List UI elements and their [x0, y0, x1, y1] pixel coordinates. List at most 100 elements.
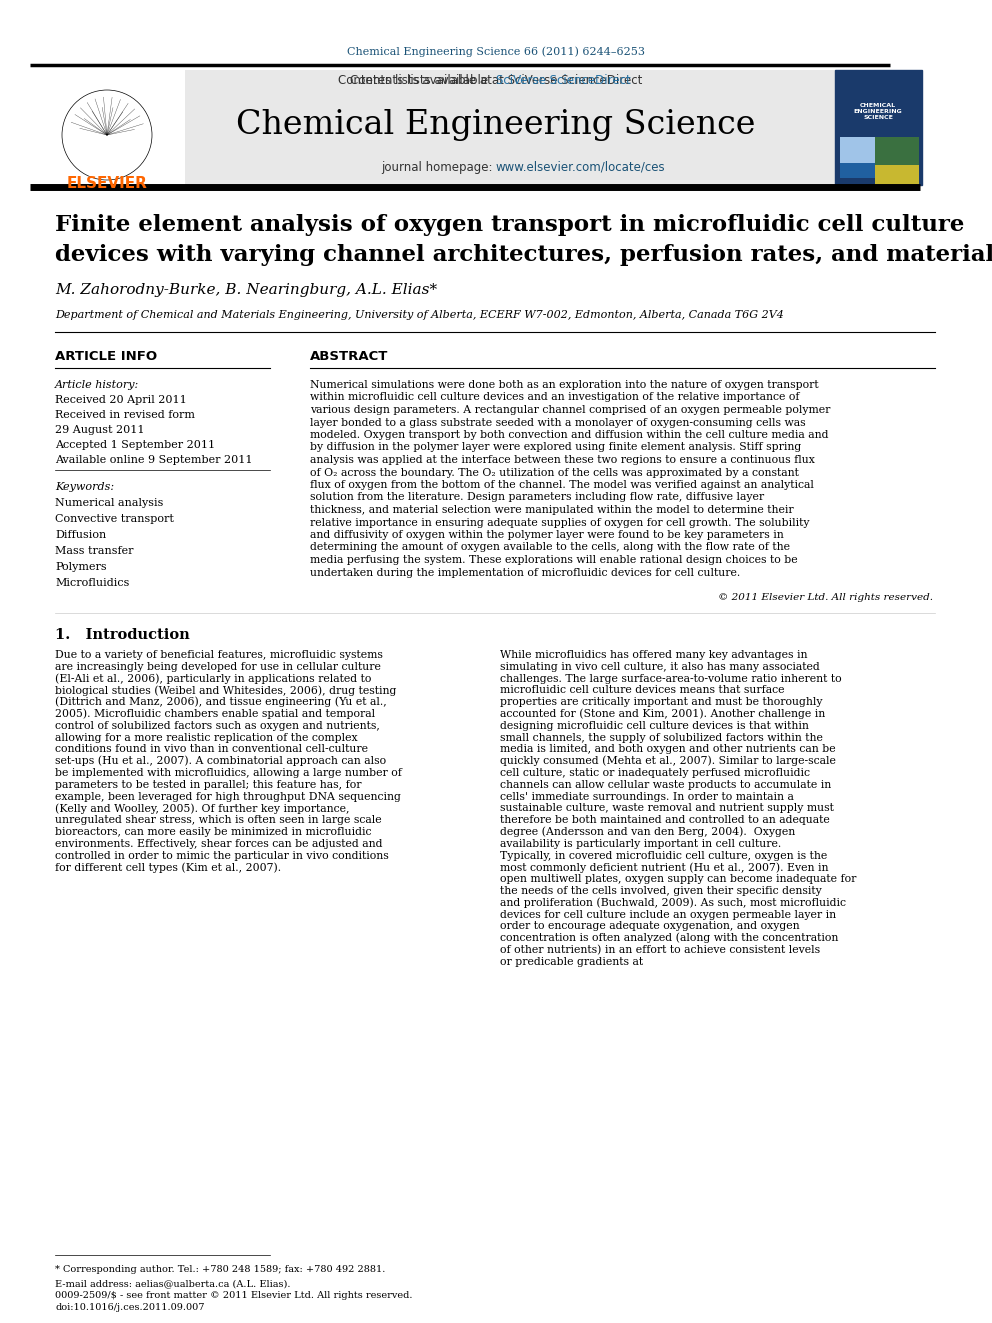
Text: by diffusion in the polymer layer were explored using finite element analysis. S: by diffusion in the polymer layer were e… [310, 442, 802, 452]
Text: for different cell types (Kim et al., 2007).: for different cell types (Kim et al., 20… [55, 863, 281, 873]
Text: Chemical Engineering Science 66 (2011) 6244–6253: Chemical Engineering Science 66 (2011) 6… [347, 46, 645, 57]
Text: ELSEVIER: ELSEVIER [66, 176, 148, 191]
Text: www.elsevier.com/locate/ces: www.elsevier.com/locate/ces [496, 160, 666, 173]
Text: control of solubilized factors such as oxygen and nutrients,: control of solubilized factors such as o… [55, 721, 380, 730]
Text: are increasingly being developed for use in cellular culture: are increasingly being developed for use… [55, 662, 381, 672]
Text: various design parameters. A rectangular channel comprised of an oxygen permeabl: various design parameters. A rectangular… [310, 405, 830, 415]
Text: Typically, in covered microfluidic cell culture, oxygen is the: Typically, in covered microfluidic cell … [500, 851, 827, 860]
Text: allowing for a more realistic replication of the complex: allowing for a more realistic replicatio… [55, 733, 358, 742]
Text: properties are critically important and must be thoroughly: properties are critically important and … [500, 697, 822, 708]
Text: example, been leveraged for high throughput DNA sequencing: example, been leveraged for high through… [55, 791, 401, 802]
Text: and proliferation (Buchwald, 2009). As such, most microfluidic: and proliferation (Buchwald, 2009). As s… [500, 897, 846, 908]
Text: analysis was applied at the interface between these two regions to ensure a cont: analysis was applied at the interface be… [310, 455, 814, 464]
Text: ARTICLE INFO: ARTICLE INFO [55, 351, 157, 364]
Text: simulating in vivo cell culture, it also has many associated: simulating in vivo cell culture, it also… [500, 662, 819, 672]
Bar [875, 138, 919, 165]
Text: relative importance in ensuring adequate supplies of oxygen for cell growth. The: relative importance in ensuring adequate… [310, 517, 809, 528]
Text: Microfluidics: Microfluidics [55, 578, 129, 587]
Text: conditions found in vivo than in conventional cell-culture: conditions found in vivo than in convent… [55, 745, 368, 754]
Text: Polymers: Polymers [55, 562, 106, 572]
Text: designing microfluidic cell culture devices is that within: designing microfluidic cell culture devi… [500, 721, 808, 730]
Text: solution from the literature. Design parameters including flow rate, diffusive l: solution from the literature. Design par… [310, 492, 764, 503]
Text: accounted for (Stone and Kim, 2001). Another challenge in: accounted for (Stone and Kim, 2001). Ano… [500, 709, 825, 720]
Text: SciVerse ScienceDirect: SciVerse ScienceDirect [496, 74, 631, 86]
Text: Article history:: Article history: [55, 380, 139, 390]
Text: Numerical simulations were done both as an exploration into the nature of oxygen: Numerical simulations were done both as … [310, 380, 818, 390]
Text: sustainable culture, waste removal and nutrient supply must: sustainable culture, waste removal and n… [500, 803, 834, 814]
Bar [835, 70, 922, 185]
Text: environments. Effectively, shear forces can be adjusted and: environments. Effectively, shear forces … [55, 839, 383, 849]
Text: within microfluidic cell culture devices and an investigation of the relative im: within microfluidic cell culture devices… [310, 393, 800, 402]
Text: Diffusion: Diffusion [55, 531, 106, 540]
Text: (Kelly and Woolley, 2005). Of further key importance,: (Kelly and Woolley, 2005). Of further ke… [55, 803, 349, 814]
Text: © 2011 Elsevier Ltd. All rights reserved.: © 2011 Elsevier Ltd. All rights reserved… [718, 594, 933, 602]
Bar [875, 165, 919, 185]
Bar [840, 163, 875, 179]
Text: challenges. The large surface-area-to-volume ratio inherent to: challenges. The large surface-area-to-vo… [500, 673, 841, 684]
Text: open multiwell plates, oxygen supply can become inadequate for: open multiwell plates, oxygen supply can… [500, 875, 856, 884]
Text: (El-Ali et al., 2006), particularly in applications related to: (El-Ali et al., 2006), particularly in a… [55, 673, 371, 684]
Text: Due to a variety of beneficial features, microfluidic systems: Due to a variety of beneficial features,… [55, 650, 383, 660]
Text: thickness, and material selection were manipulated within the model to determine: thickness, and material selection were m… [310, 505, 794, 515]
Text: Department of Chemical and Materials Engineering, University of Alberta, ECERF W: Department of Chemical and Materials Eng… [55, 310, 784, 320]
Text: bioreactors, can more easily be minimized in microfluidic: bioreactors, can more easily be minimize… [55, 827, 371, 837]
Text: media perfusing the system. These explorations will enable rational design choic: media perfusing the system. These explor… [310, 556, 798, 565]
Text: biological studies (Weibel and Whitesides, 2006), drug testing: biological studies (Weibel and Whiteside… [55, 685, 397, 696]
Text: 1.   Introduction: 1. Introduction [55, 628, 189, 642]
Text: layer bonded to a glass substrate seeded with a monolayer of oxygen-consuming ce: layer bonded to a glass substrate seeded… [310, 418, 806, 427]
Text: Convective transport: Convective transport [55, 515, 174, 524]
Text: While microfluidics has offered many key advantages in: While microfluidics has offered many key… [500, 650, 807, 660]
Text: microfluidic cell culture devices means that surface: microfluidic cell culture devices means … [500, 685, 785, 696]
Text: Received in revised form: Received in revised form [55, 410, 195, 419]
Text: channels can allow cellular waste products to accumulate in: channels can allow cellular waste produc… [500, 779, 831, 790]
Text: cell culture, static or inadequately perfused microfluidic: cell culture, static or inadequately per… [500, 767, 810, 778]
Text: Contents lists available at SciVerse ScienceDirect: Contents lists available at SciVerse Sci… [350, 74, 642, 86]
Text: unregulated shear stress, which is often seen in large scale: unregulated shear stress, which is often… [55, 815, 382, 826]
Text: availability is particularly important in cell culture.: availability is particularly important i… [500, 839, 782, 849]
Text: small channels, the supply of solubilized factors within the: small channels, the supply of solubilize… [500, 733, 823, 742]
Text: Mass transfer: Mass transfer [55, 546, 134, 556]
Text: quickly consumed (Mehta et al., 2007). Similar to large-scale: quickly consumed (Mehta et al., 2007). S… [500, 755, 836, 766]
Text: devices with varying channel architectures, perfusion rates, and materials: devices with varying channel architectur… [55, 243, 992, 266]
Text: 0009-2509/$ - see front matter © 2011 Elsevier Ltd. All rights reserved.: 0009-2509/$ - see front matter © 2011 El… [55, 1290, 413, 1299]
Text: E-mail address: aelias@ualberta.ca (A.L. Elias).: E-mail address: aelias@ualberta.ca (A.L.… [55, 1279, 291, 1289]
Text: (Dittrich and Manz, 2006), and tissue engineering (Yu et al.,: (Dittrich and Manz, 2006), and tissue en… [55, 697, 387, 708]
Bar [30, 70, 185, 185]
Text: concentration is often analyzed (along with the concentration: concentration is often analyzed (along w… [500, 933, 838, 943]
Text: controlled in order to mimic the particular in vivo conditions: controlled in order to mimic the particu… [55, 851, 389, 860]
Text: most commonly deficient nutrient (Hu et al., 2007). Even in: most commonly deficient nutrient (Hu et … [500, 863, 828, 873]
Text: degree (Andersson and van den Berg, 2004).  Oxygen: degree (Andersson and van den Berg, 2004… [500, 827, 796, 837]
Text: of O₂ across the boundary. The O₂ utilization of the cells was approximated by a: of O₂ across the boundary. The O₂ utiliz… [310, 467, 799, 478]
Text: journal homepage:: journal homepage: [381, 160, 496, 173]
Text: Numerical analysis: Numerical analysis [55, 497, 164, 508]
Bar [30, 70, 890, 185]
Text: and diffusivity of oxygen within the polymer layer were found to be key paramete: and diffusivity of oxygen within the pol… [310, 531, 784, 540]
Text: 29 August 2011: 29 August 2011 [55, 425, 145, 435]
Text: Accepted 1 September 2011: Accepted 1 September 2011 [55, 441, 215, 450]
Text: Received 20 April 2011: Received 20 April 2011 [55, 396, 186, 405]
Text: Contents lists available at: Contents lists available at [338, 74, 496, 86]
Text: undertaken during the implementation of microfluidic devices for cell culture.: undertaken during the implementation of … [310, 568, 740, 578]
Text: CHEMICAL
ENGINEERING
SCIENCE: CHEMICAL ENGINEERING SCIENCE [854, 103, 903, 119]
Text: set-ups (Hu et al., 2007). A combinatorial approach can also: set-ups (Hu et al., 2007). A combinatori… [55, 755, 386, 766]
Text: Finite element analysis of oxygen transport in microfluidic cell culture: Finite element analysis of oxygen transp… [55, 214, 964, 235]
Text: 2005). Microfluidic chambers enable spatial and temporal: 2005). Microfluidic chambers enable spat… [55, 709, 375, 720]
Text: Keywords:: Keywords: [55, 482, 114, 492]
Text: order to encourage adequate oxygenation, and oxygen: order to encourage adequate oxygenation,… [500, 921, 800, 931]
Text: cells' immediate surroundings. In order to maintain a: cells' immediate surroundings. In order … [500, 791, 794, 802]
Text: * Corresponding author. Tel.: +780 248 1589; fax: +780 492 2881.: * Corresponding author. Tel.: +780 248 1… [55, 1266, 385, 1274]
Text: be implemented with microfluidics, allowing a large number of: be implemented with microfluidics, allow… [55, 767, 402, 778]
Text: media is limited, and both oxygen and other nutrients can be: media is limited, and both oxygen and ot… [500, 745, 835, 754]
Text: Chemical Engineering Science: Chemical Engineering Science [236, 108, 756, 142]
Text: determining the amount of oxygen available to the cells, along with the flow rat: determining the amount of oxygen availab… [310, 542, 790, 553]
Text: modeled. Oxygen transport by both convection and diffusion within the cell cultu: modeled. Oxygen transport by both convec… [310, 430, 828, 441]
Text: the needs of the cells involved, given their specific density: the needs of the cells involved, given t… [500, 886, 821, 896]
Text: flux of oxygen from the bottom of the channel. The model was verified against an: flux of oxygen from the bottom of the ch… [310, 480, 813, 490]
Text: Available online 9 September 2011: Available online 9 September 2011 [55, 455, 253, 464]
Text: therefore be both maintained and controlled to an adequate: therefore be both maintained and control… [500, 815, 829, 826]
Text: parameters to be tested in parallel; this feature has, for: parameters to be tested in parallel; thi… [55, 779, 361, 790]
Text: M. Zahorodny-Burke, B. Nearingburg, A.L. Elias*: M. Zahorodny-Burke, B. Nearingburg, A.L.… [55, 283, 437, 296]
Bar [840, 138, 875, 165]
Text: or predicable gradients at: or predicable gradients at [500, 957, 643, 967]
Text: doi:10.1016/j.ces.2011.09.007: doi:10.1016/j.ces.2011.09.007 [55, 1303, 204, 1312]
